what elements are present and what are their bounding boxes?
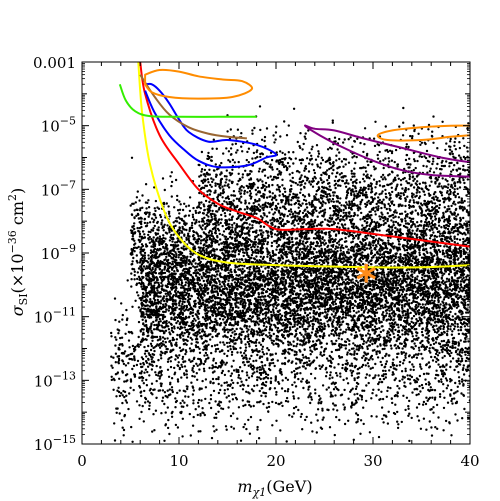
x-axis-title-unit: (GeV) — [266, 477, 312, 496]
y-axis-title-sub: SI — [17, 293, 30, 305]
exclusion-curve-5 — [144, 68, 254, 100]
x-tick-label: 10 — [169, 452, 188, 470]
exclusion-curve-6 — [376, 124, 470, 142]
exclusion-curve-1 — [137, 62, 470, 269]
y-axis-title: σSI(×10−36 cm2) — [6, 188, 30, 317]
y-tick-label: 10−11 — [34, 306, 76, 327]
y-axis-title-exp: −36 — [6, 230, 19, 253]
scatter-points — [110, 105, 470, 443]
x-tick-label: 30 — [363, 452, 382, 470]
y-axis-title-unit: cm — [8, 201, 27, 230]
exclusion-curve-3 — [144, 82, 278, 169]
x-tick-label: 40 — [460, 452, 479, 470]
x-axis-title: mχ1(GeV) — [237, 477, 312, 499]
y-axis-title-unit-exp: 2 — [6, 194, 19, 201]
y-axis-title-close: ) — [8, 188, 27, 194]
y-axis-title-main: σ — [8, 304, 27, 316]
x-tick-label: 0 — [77, 452, 87, 470]
exclusion-curve-7 — [118, 83, 257, 118]
axis-ticks: 0 10 20 30 40 0.001 10−5 10−7 10−9 10−11 10−13 10−1… — [33, 54, 480, 470]
y-tick-label: 10−5 — [41, 115, 76, 136]
y-tick-label: 10−7 — [41, 178, 76, 199]
exclusion-curves — [118, 62, 470, 269]
y-axis-title-base: 10 — [8, 253, 27, 273]
x-tick-label: 20 — [266, 452, 285, 470]
exclusion-curve-2 — [139, 62, 470, 248]
exclusion-curve-8 — [304, 124, 470, 178]
x-axis-title-main: m — [237, 477, 252, 496]
y-axis-title-open: (× — [8, 274, 27, 294]
y-tick-label: 10−13 — [34, 369, 76, 390]
y-tick-label: 0.001 — [33, 54, 76, 72]
benchmark-marker: * — [356, 257, 377, 303]
exclusion-curve-4 — [139, 74, 247, 140]
scatter-dots — [110, 105, 470, 443]
y-tick-label: 10−9 — [41, 242, 76, 263]
y-tick-label: 10−15 — [34, 433, 76, 454]
x-axis-title-sub: χ1 — [252, 486, 267, 499]
